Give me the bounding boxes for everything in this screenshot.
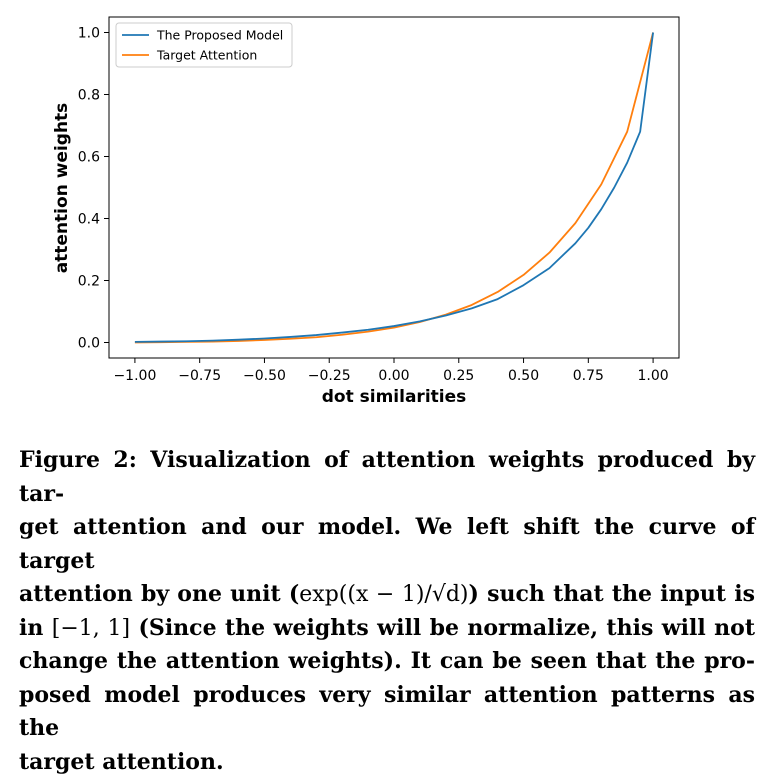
y-tick-label: 0.0 xyxy=(78,336,100,352)
caption-line-3: attention by one unit (exp((x − 1)/√d)) … xyxy=(19,578,755,612)
y-tick-label: 0.2 xyxy=(78,274,100,290)
caption-text: in xyxy=(19,615,52,641)
caption-line-7: target attention. xyxy=(19,746,755,779)
legend-label-proposed-model: The Proposed Model xyxy=(156,28,283,43)
x-axis-ticks: −1.00 −0.75 −0.50 −0.25 0.00 0.25 0.50 0.75 1.00 xyxy=(113,358,668,384)
x-tick-label: 0.25 xyxy=(443,368,474,384)
legend-label-target-attention: Target Attention xyxy=(156,48,257,63)
plot-frame xyxy=(109,17,679,358)
x-tick-label: 0.00 xyxy=(378,368,409,384)
caption-line-5: change the attention weights). It can be… xyxy=(19,645,755,679)
caption-line-1: Figure 2: Visualization of attention wei… xyxy=(19,444,755,511)
caption-line-4: in [−1, 1] (Since the weights will be no… xyxy=(19,612,755,646)
y-tick-label: 1.0 xyxy=(78,26,100,42)
x-tick-label: 1.00 xyxy=(638,368,669,384)
y-axis-ticks: 0.0 0.2 0.4 0.6 0.8 1.0 xyxy=(78,26,109,352)
x-tick-label: 0.75 xyxy=(573,368,604,384)
y-axis-label: attention weights xyxy=(52,103,72,274)
x-tick-label: −1.00 xyxy=(113,368,156,384)
caption-line-2: get attention and our model. We left shi… xyxy=(19,511,755,578)
caption-math-exp: exp((x − 1)/√d) xyxy=(299,582,468,607)
x-tick-label: −0.25 xyxy=(308,368,351,384)
y-tick-label: 0.8 xyxy=(78,88,100,104)
caption-text: attention by one unit ( xyxy=(19,581,299,607)
x-axis-label: dot similarities xyxy=(322,387,467,407)
caption-line-6: posed model produces very similar attent… xyxy=(19,679,755,746)
x-tick-label: −0.50 xyxy=(243,368,286,384)
figure-caption: Figure 2: Visualization of attention wei… xyxy=(19,444,755,779)
caption-math-interval: [−1, 1] xyxy=(52,616,130,641)
y-tick-label: 0.6 xyxy=(78,150,100,166)
x-tick-label: −0.75 xyxy=(178,368,221,384)
caption-text: ) such that the input is xyxy=(469,581,755,607)
y-tick-label: 0.4 xyxy=(78,212,100,228)
legend: The Proposed Model Target Attention xyxy=(116,23,292,67)
caption-text: (Since the weights will be normalize, th… xyxy=(130,615,755,641)
x-tick-label: 0.50 xyxy=(508,368,539,384)
